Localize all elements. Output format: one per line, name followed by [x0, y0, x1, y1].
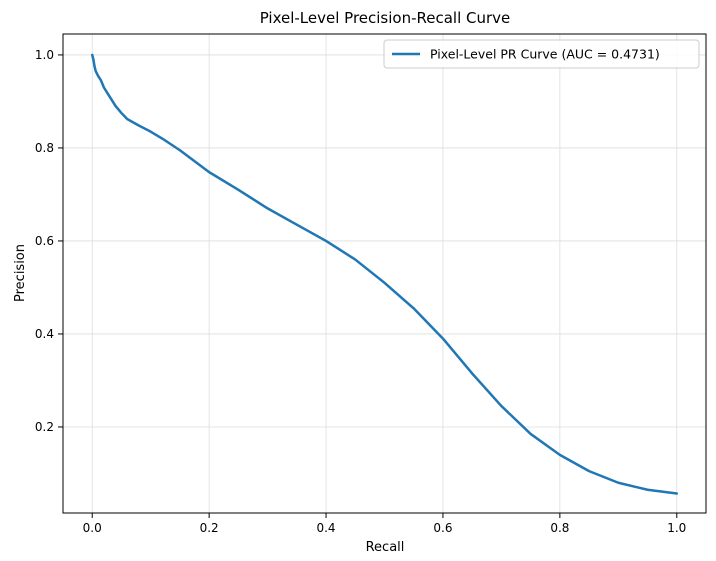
legend: Pixel-Level PR Curve (AUC = 0.4731)	[383, 39, 700, 69]
series-layer	[90, 53, 679, 495]
x-tick-label: 0.4	[316, 521, 335, 535]
x-tick-label: 0.0	[83, 521, 102, 535]
x-axis-label: Recall	[366, 540, 405, 555]
y-tick-label: 0.4	[35, 327, 54, 341]
x-axis: 0.0 0.2 0.4 0.6 0.8 1.0	[83, 513, 686, 535]
y-axis: 0.2 0.4 0.6 0.8 1.0	[35, 48, 63, 434]
y-tick-label: 0.6	[35, 234, 54, 248]
plot-frame	[62, 33, 707, 514]
y-tick-label: 1.0	[35, 48, 54, 62]
y-tick-label: 0.2	[35, 420, 54, 434]
y-tick-label: 0.8	[35, 141, 54, 155]
x-tick-label: 1.0	[667, 521, 686, 535]
x-tick-label: 0.2	[200, 521, 219, 535]
legend-label: Pixel-Level PR Curve (AUC = 0.4731)	[430, 47, 660, 62]
pr-curve-line	[90, 53, 679, 495]
legend-box	[383, 39, 700, 69]
y-axis-label: Precision	[13, 244, 28, 302]
x-tick-label: 0.8	[550, 521, 569, 535]
chart-title: Pixel-Level Precision-Recall Curve	[260, 9, 511, 27]
x-tick-label: 0.6	[433, 521, 452, 535]
grid	[63, 34, 706, 513]
